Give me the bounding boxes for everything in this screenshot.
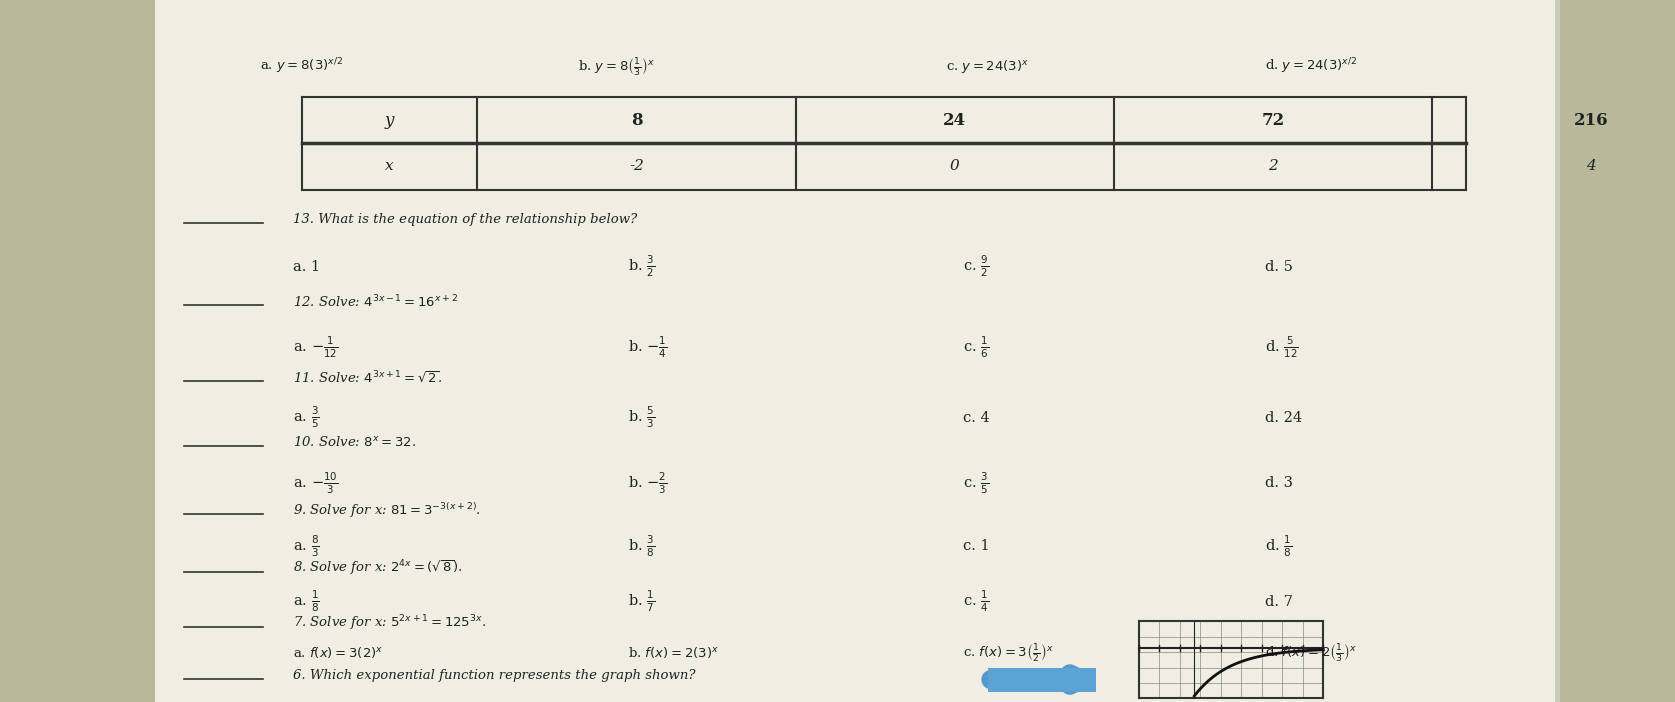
Text: -2: -2 (630, 159, 643, 173)
Text: a. $y = 8(3)^{x/2}$: a. $y = 8(3)^{x/2}$ (260, 57, 343, 77)
Text: b. $\frac{3}{2}$: b. $\frac{3}{2}$ (628, 254, 655, 279)
Text: 8: 8 (631, 112, 642, 128)
Text: 8. Solve for x: $2^{4x} = (\sqrt{8})$.: 8. Solve for x: $2^{4x} = (\sqrt{8})$. (293, 559, 462, 578)
Text: d. 5: d. 5 (1265, 260, 1293, 274)
Text: b. $\frac{3}{8}$: b. $\frac{3}{8}$ (628, 534, 655, 559)
Polygon shape (156, 0, 1559, 702)
Text: c. $f(x) = 3\left(\frac{1}{2}\right)^x$: c. $f(x) = 3\left(\frac{1}{2}\right)^x$ (963, 642, 1054, 664)
Text: d. 3: d. 3 (1265, 476, 1293, 490)
Text: y: y (385, 112, 394, 128)
FancyBboxPatch shape (988, 668, 1095, 691)
Text: c. $\frac{1}{6}$: c. $\frac{1}{6}$ (963, 335, 990, 360)
Text: b. $-\frac{1}{4}$: b. $-\frac{1}{4}$ (628, 335, 668, 360)
Text: 12. Solve: $4^{3x-1} = 16^{x+2}$: 12. Solve: $4^{3x-1} = 16^{x+2}$ (293, 293, 459, 310)
Text: d. 24: d. 24 (1265, 411, 1301, 425)
Text: x: x (385, 159, 394, 173)
Text: a. 1: a. 1 (293, 260, 320, 274)
Text: b. $f(x) = 2(3)^x$: b. $f(x) = 2(3)^x$ (628, 645, 719, 661)
Text: d. $\frac{1}{8}$: d. $\frac{1}{8}$ (1265, 534, 1291, 559)
Text: c. $\frac{9}{2}$: c. $\frac{9}{2}$ (963, 254, 990, 279)
Text: b. $y = 8\left(\frac{1}{3}\right)^x$: b. $y = 8\left(\frac{1}{3}\right)^x$ (578, 55, 655, 78)
Text: 7. Solve for x: $5^{2x+1} = 125^{3x}$.: 7. Solve for x: $5^{2x+1} = 125^{3x}$. (293, 614, 486, 633)
Text: 24: 24 (943, 112, 966, 128)
Text: c. 4: c. 4 (963, 411, 990, 425)
Text: a. $\frac{3}{5}$: a. $\frac{3}{5}$ (293, 405, 320, 430)
Text: d. $\frac{5}{12}$: d. $\frac{5}{12}$ (1265, 335, 1298, 360)
Text: b. $-\frac{2}{3}$: b. $-\frac{2}{3}$ (628, 470, 668, 496)
Text: a. $-\frac{10}{3}$: a. $-\frac{10}{3}$ (293, 470, 338, 496)
Text: 9. Solve for x: $81 = 3^{-3(x+2)}$.: 9. Solve for x: $81 = 3^{-3(x+2)}$. (293, 501, 481, 519)
Text: d. $f(x) = 2\left(\frac{1}{3}\right)^x$: d. $f(x) = 2\left(\frac{1}{3}\right)^x$ (1265, 642, 1357, 664)
Text: 72: 72 (1261, 112, 1285, 128)
Text: b. $\frac{1}{7}$: b. $\frac{1}{7}$ (628, 589, 655, 614)
Text: 216: 216 (1574, 112, 1608, 128)
Text: a. $-\frac{1}{12}$: a. $-\frac{1}{12}$ (293, 335, 338, 360)
Text: a. $f(x) = 3(2)^x$: a. $f(x) = 3(2)^x$ (293, 645, 384, 661)
Text: 4: 4 (1586, 159, 1596, 173)
Polygon shape (1554, 0, 1559, 702)
Text: 11. Solve: $4^{3x+1} = \sqrt{2}$.: 11. Solve: $4^{3x+1} = \sqrt{2}$. (293, 370, 442, 385)
Text: d. $y = 24(3)^{x/2}$: d. $y = 24(3)^{x/2}$ (1265, 57, 1357, 77)
Text: d. 7: d. 7 (1265, 595, 1293, 609)
Text: a. $\frac{8}{3}$: a. $\frac{8}{3}$ (293, 534, 320, 559)
Text: c. $y = 24(3)^x$: c. $y = 24(3)^x$ (946, 58, 1030, 75)
Text: 2: 2 (1268, 159, 1278, 173)
Text: c. 1: c. 1 (963, 539, 990, 553)
Text: 10. Solve: $8^x = 32$.: 10. Solve: $8^x = 32$. (293, 435, 417, 449)
Text: 0: 0 (950, 159, 960, 173)
Text: c. $\frac{1}{4}$: c. $\frac{1}{4}$ (963, 589, 990, 614)
Text: c. $\frac{3}{5}$: c. $\frac{3}{5}$ (963, 470, 990, 496)
Text: 6. Which exponential function represents the graph shown?: 6. Which exponential function represents… (293, 669, 695, 682)
Text: a. $\frac{1}{8}$: a. $\frac{1}{8}$ (293, 589, 320, 614)
Text: 13. What is the equation of the relationship below?: 13. What is the equation of the relation… (293, 213, 638, 225)
Text: b. $\frac{5}{3}$: b. $\frac{5}{3}$ (628, 405, 655, 430)
